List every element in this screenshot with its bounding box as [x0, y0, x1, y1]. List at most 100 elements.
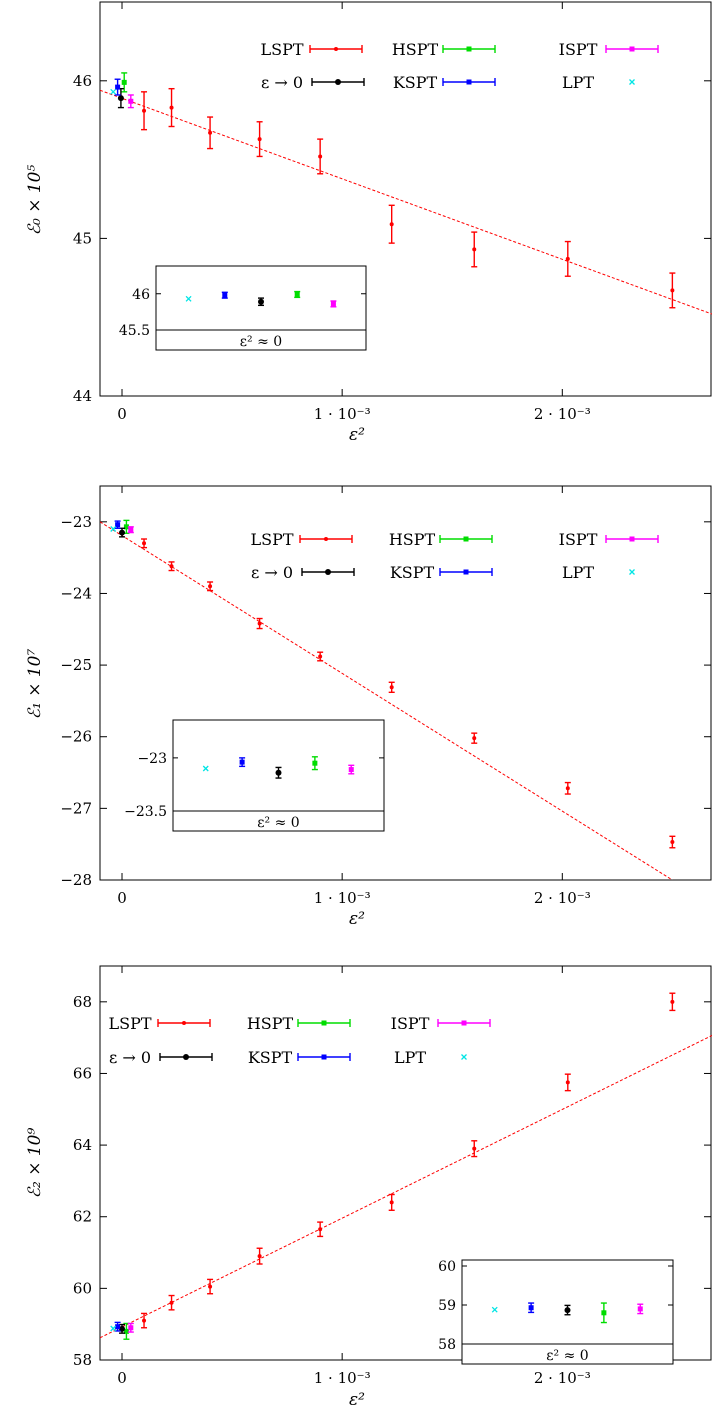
extrapolated-point — [119, 529, 126, 536]
x-tick-label: 1 · 10⁻³ — [314, 405, 371, 423]
lpt-point — [629, 79, 635, 85]
lspt-point — [389, 685, 394, 690]
lspt-point — [670, 288, 675, 293]
lpt-point — [185, 295, 192, 302]
series-ispt — [127, 526, 134, 534]
legend-label: HSPT — [247, 1014, 294, 1033]
legend-label: ISPT — [559, 530, 598, 549]
lspt-point — [334, 47, 338, 51]
lpt-point — [629, 569, 635, 575]
inset-y-tick-label: 46 — [132, 287, 150, 303]
y-tick-label: −23 — [60, 513, 92, 531]
lspt-point — [318, 154, 323, 159]
x-tick-label: 1 · 10⁻³ — [314, 1369, 371, 1387]
x-axis-label: ε² — [349, 909, 365, 929]
kspt-point — [466, 79, 472, 85]
x-tick-label: 0 — [117, 889, 127, 907]
y-tick-label: 58 — [73, 1351, 92, 1369]
lspt-point — [257, 137, 262, 142]
series-lspt — [141, 538, 676, 849]
inset-y-tick-label: 60 — [438, 1259, 456, 1275]
lspt-point — [565, 786, 570, 791]
inset-y-tick-label: 45.5 — [119, 323, 150, 339]
y-tick-label: 62 — [73, 1208, 92, 1226]
lpt-point — [110, 88, 117, 95]
x-tick-label: 2 · 10⁻³ — [534, 889, 591, 907]
y-tick-label: 60 — [73, 1279, 92, 1297]
lspt-point — [565, 256, 570, 261]
lspt-point — [182, 1021, 186, 1025]
lspt-point — [670, 999, 675, 1004]
series-lpt — [110, 88, 117, 95]
chart-panel-1: 44 45 46 0 1 · 10⁻³ 2 · 10⁻³ ε² ℰ₀ × 10⁵ LSPT HSP… — [25, 1, 712, 445]
lspt-point — [142, 1318, 147, 1323]
series-ispt — [127, 94, 134, 109]
inset-x-label: ε² ≈ 0 — [240, 334, 282, 350]
fit-line — [100, 1035, 712, 1339]
legend-label: LSPT — [260, 40, 303, 59]
kspt-point — [321, 1054, 327, 1060]
fit-line — [100, 89, 712, 315]
legend: LSPT HSPT ISPT ε → 0 KSPT LPT — [108, 1014, 491, 1067]
chart-panel-3: 58 60 62 64 66 68 0 1 · 10⁻³ 2 · 10⁻³ ε² ℰ₂ × 10⁹ L… — [25, 965, 712, 1410]
hspt-point — [321, 1020, 327, 1026]
plot-frame — [99, 485, 712, 881]
x-axis-label: ε² — [349, 1390, 365, 1410]
inset: 46 45.5 ε² ≈ 0 — [119, 265, 367, 351]
lspt-point — [472, 1146, 477, 1151]
series-ispt — [127, 1322, 134, 1333]
lspt-point — [389, 1200, 394, 1205]
lspt-point — [142, 108, 147, 113]
x-axis-label: ε² — [349, 425, 365, 445]
lspt-point — [208, 1284, 213, 1289]
series-lspt — [141, 87, 676, 309]
inset-y-tick-label: −23 — [137, 751, 167, 767]
legend-label: LSPT — [250, 530, 293, 549]
ispt-point — [629, 46, 635, 52]
inset: −23 −23.5 ε² ≈ 0 — [124, 719, 385, 832]
inset-y-tick-label: −23.5 — [124, 804, 167, 820]
hspt-point — [312, 760, 318, 766]
hspt-point — [121, 79, 127, 85]
hspt-point — [123, 1328, 129, 1334]
y-tick-label: 46 — [73, 72, 92, 90]
series-kspt — [114, 78, 121, 96]
kspt-point — [115, 84, 121, 90]
ispt-point — [629, 536, 635, 542]
legend-label: HSPT — [392, 40, 439, 59]
lspt-point — [208, 584, 213, 589]
y-tick-label: −24 — [60, 584, 92, 602]
x-tick-label: 2 · 10⁻³ — [534, 405, 591, 423]
kspt-point — [463, 569, 469, 575]
lspt-point — [169, 1300, 174, 1305]
lspt-point — [257, 1254, 262, 1259]
lpt-point — [202, 765, 209, 772]
legend-label: LSPT — [108, 1014, 151, 1033]
lspt-point — [670, 840, 675, 845]
hspt-point — [123, 524, 129, 530]
ispt-point — [128, 98, 134, 104]
hspt-point — [601, 1310, 607, 1316]
x-tick-label: 0 — [117, 405, 127, 423]
hspt-point — [466, 46, 472, 52]
series-hspt — [121, 72, 128, 93]
ispt-point — [330, 301, 336, 307]
series-kspt — [114, 520, 121, 529]
lpt-point — [491, 1306, 498, 1313]
x-tick-label: 1 · 10⁻³ — [314, 889, 371, 907]
kspt-point — [222, 292, 228, 298]
y-tick-label: −25 — [60, 656, 92, 674]
y-tick-label: 45 — [73, 229, 92, 247]
y-axis-label: ℰ₁ × 10⁷ — [25, 649, 45, 720]
x-tick-label: 2 · 10⁻³ — [534, 1369, 591, 1387]
kspt-point — [239, 759, 245, 765]
fit-line — [100, 521, 673, 880]
legend: LSPT HSPT ISPT ε → 0 KSPT LPT — [250, 530, 659, 582]
series-lspt — [141, 992, 676, 1329]
ispt-point — [348, 767, 354, 773]
inset: 60 59 58 ε² ≈ 0 — [438, 1259, 674, 1365]
chart-panel-2: −23 −24 −25 −26 −27 −28 0 1 · 10⁻³ 2 · 10⁻³ ε² ℰ₁ … — [25, 485, 712, 929]
lspt-point — [169, 564, 174, 569]
fit-group — [100, 1035, 712, 1339]
